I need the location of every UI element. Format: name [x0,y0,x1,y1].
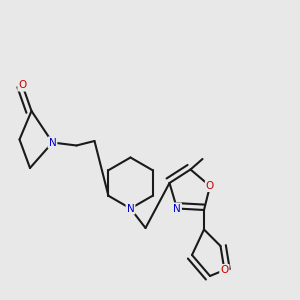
Text: O: O [220,265,229,275]
Text: O: O [18,80,27,91]
Text: N: N [173,203,181,214]
Text: N: N [49,137,56,148]
Text: N: N [127,203,134,214]
Text: O: O [206,181,214,191]
